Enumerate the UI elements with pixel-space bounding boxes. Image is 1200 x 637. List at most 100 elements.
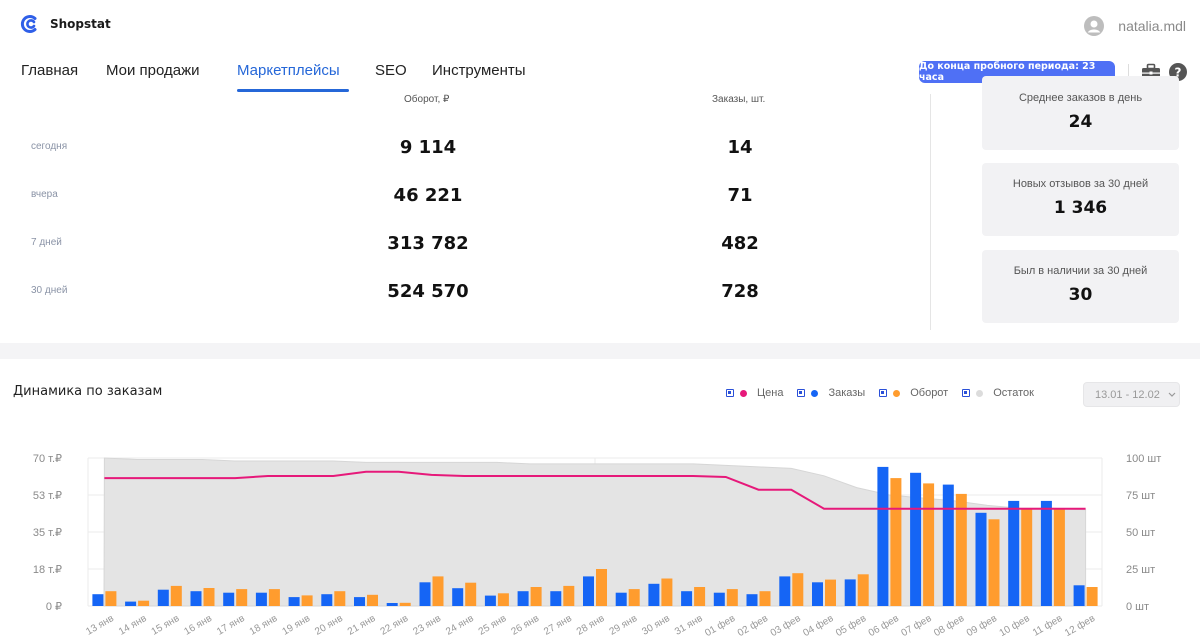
bar-revenue bbox=[170, 585, 182, 606]
nav-item-marketplaces[interactable]: Маркетплейсы bbox=[237, 62, 340, 79]
checkbox-icon[interactable] bbox=[726, 389, 734, 397]
y-right-tick-label: 25 шт bbox=[1126, 564, 1155, 576]
x-tick-label: 14 янв bbox=[117, 613, 149, 637]
row-label: сегодня bbox=[31, 141, 68, 152]
x-tick-label: 10 фев bbox=[997, 612, 1032, 637]
x-tick-label: 05 фев bbox=[834, 612, 869, 637]
legend-item-revenue[interactable]: Оборот bbox=[879, 387, 948, 399]
bar-orders bbox=[713, 592, 725, 606]
user-menu[interactable]: natalia.mdl bbox=[1084, 16, 1186, 36]
bar-revenue bbox=[890, 478, 902, 606]
bar-revenue bbox=[792, 573, 804, 606]
bar-revenue bbox=[628, 589, 640, 606]
x-tick-label: 03 фев bbox=[768, 612, 803, 637]
legend-item-price[interactable]: Цена bbox=[726, 387, 783, 399]
x-tick-label: 19 янв bbox=[280, 613, 312, 637]
x-tick-label: 13 янв bbox=[84, 613, 116, 637]
orders-dynamics-chart: 0 ₽ 18 т.₽ 35 т.₽ 53 т.₽ 70 т.₽ 0 шт 25 шт 50 ш… bbox=[33, 453, 1161, 637]
x-tick-label: 20 янв bbox=[313, 613, 345, 637]
checkbox-icon[interactable] bbox=[879, 389, 888, 397]
legend-dot bbox=[811, 389, 819, 397]
nav-item-home[interactable]: Главная bbox=[21, 62, 79, 79]
bar-revenue bbox=[465, 582, 477, 606]
bar-orders bbox=[583, 576, 594, 606]
bar-orders bbox=[1008, 500, 1020, 606]
stat-card-title: Среднее заказов в день bbox=[1018, 92, 1143, 104]
legend-label: Цена bbox=[757, 387, 784, 399]
orders-value: 71 bbox=[727, 185, 753, 206]
bar-orders bbox=[452, 588, 464, 606]
chart-title: Динамика по заказам bbox=[13, 384, 163, 399]
bar-revenue bbox=[268, 589, 280, 606]
revenue-value: 9 114 bbox=[399, 137, 457, 158]
x-tick-label: 08 фев bbox=[932, 612, 967, 637]
stat-card-value: 24 bbox=[1068, 112, 1093, 132]
bar-orders bbox=[484, 595, 496, 606]
column-divider bbox=[930, 94, 931, 330]
brand-name: Shopstat bbox=[50, 17, 111, 31]
y-right-tick-label: 75 шт bbox=[1126, 490, 1155, 502]
bar-orders bbox=[746, 594, 758, 606]
logo[interactable]: Shopstat bbox=[20, 14, 111, 34]
bar-orders bbox=[648, 583, 660, 606]
bar-orders bbox=[517, 591, 529, 606]
bar-orders bbox=[157, 589, 169, 606]
bar-orders bbox=[942, 484, 954, 606]
bar-revenue bbox=[1053, 508, 1065, 606]
bar-revenue bbox=[497, 593, 509, 606]
column-header-orders: Заказы, шт. bbox=[712, 94, 766, 105]
nav-item-seo[interactable]: SEO bbox=[375, 62, 407, 79]
top-bar: Shopstat natalia.mdl bbox=[0, 0, 1200, 52]
bar-revenue bbox=[138, 600, 150, 606]
bar-orders bbox=[779, 576, 791, 606]
bar-orders bbox=[386, 603, 398, 606]
bar-revenue bbox=[825, 579, 836, 606]
y-right-tick-label: 50 шт bbox=[1126, 527, 1155, 539]
section-separator bbox=[0, 343, 1200, 359]
stat-card-avg-orders: Среднее заказов в день 24 bbox=[982, 76, 1179, 150]
legend-label: Заказы bbox=[828, 387, 866, 399]
bar-revenue bbox=[1086, 587, 1098, 606]
revenue-value: 46 221 bbox=[393, 185, 463, 206]
stat-card-title: Был в наличии за 30 дней bbox=[1013, 265, 1148, 277]
column-header-revenue: Оборот, ₽ bbox=[404, 94, 450, 105]
bar-revenue bbox=[726, 589, 738, 606]
checkbox-icon[interactable] bbox=[797, 389, 806, 397]
row-label: 7 дней bbox=[31, 237, 62, 248]
y-right-tick-label: 100 шт bbox=[1126, 453, 1161, 465]
checkbox-icon[interactable] bbox=[962, 389, 971, 397]
x-tick-label: 25 янв bbox=[477, 613, 509, 637]
x-tick-label: 06 фев bbox=[866, 612, 901, 637]
legend-dot bbox=[740, 389, 747, 397]
nav-item-my-sales[interactable]: Мои продажи bbox=[106, 62, 200, 79]
bar-orders bbox=[125, 601, 137, 606]
bar-revenue bbox=[955, 493, 967, 606]
bar-orders bbox=[910, 472, 922, 606]
legend-item-stock[interactable]: Остаток bbox=[962, 387, 1034, 399]
y-right-tick-label: 0 шт bbox=[1126, 601, 1149, 613]
bar-revenue bbox=[857, 574, 869, 606]
orders-value: 14 bbox=[727, 137, 753, 158]
bar-revenue bbox=[367, 594, 378, 606]
bar-orders bbox=[681, 591, 693, 606]
date-range-select[interactable]: 13.01 - 12.02 bbox=[1083, 382, 1180, 407]
username: natalia.mdl bbox=[1118, 18, 1186, 34]
y-left-tick-label: 53 т.₽ bbox=[33, 490, 62, 502]
x-tick-label: 07 фев bbox=[899, 612, 934, 637]
bar-orders bbox=[615, 592, 627, 606]
bar-orders bbox=[354, 597, 365, 606]
legend-label: Остаток bbox=[993, 387, 1034, 399]
bar-orders bbox=[1073, 585, 1085, 606]
bar-orders bbox=[1040, 500, 1052, 606]
bar-orders bbox=[255, 592, 267, 606]
divider bbox=[1128, 64, 1129, 82]
bar-revenue bbox=[988, 519, 1000, 606]
revenue-value: 313 782 bbox=[387, 233, 469, 254]
bar-revenue bbox=[432, 576, 444, 606]
legend-item-orders[interactable]: Заказы bbox=[797, 387, 865, 399]
nav-item-tools[interactable]: Инструменты bbox=[432, 62, 526, 79]
x-tick-label: 24 янв bbox=[444, 613, 476, 637]
x-tick-label: 29 янв bbox=[608, 613, 640, 637]
date-range-value: 13.01 - 12.02 bbox=[1095, 388, 1160, 401]
y-left-tick-label: 18 т.₽ bbox=[33, 564, 62, 576]
